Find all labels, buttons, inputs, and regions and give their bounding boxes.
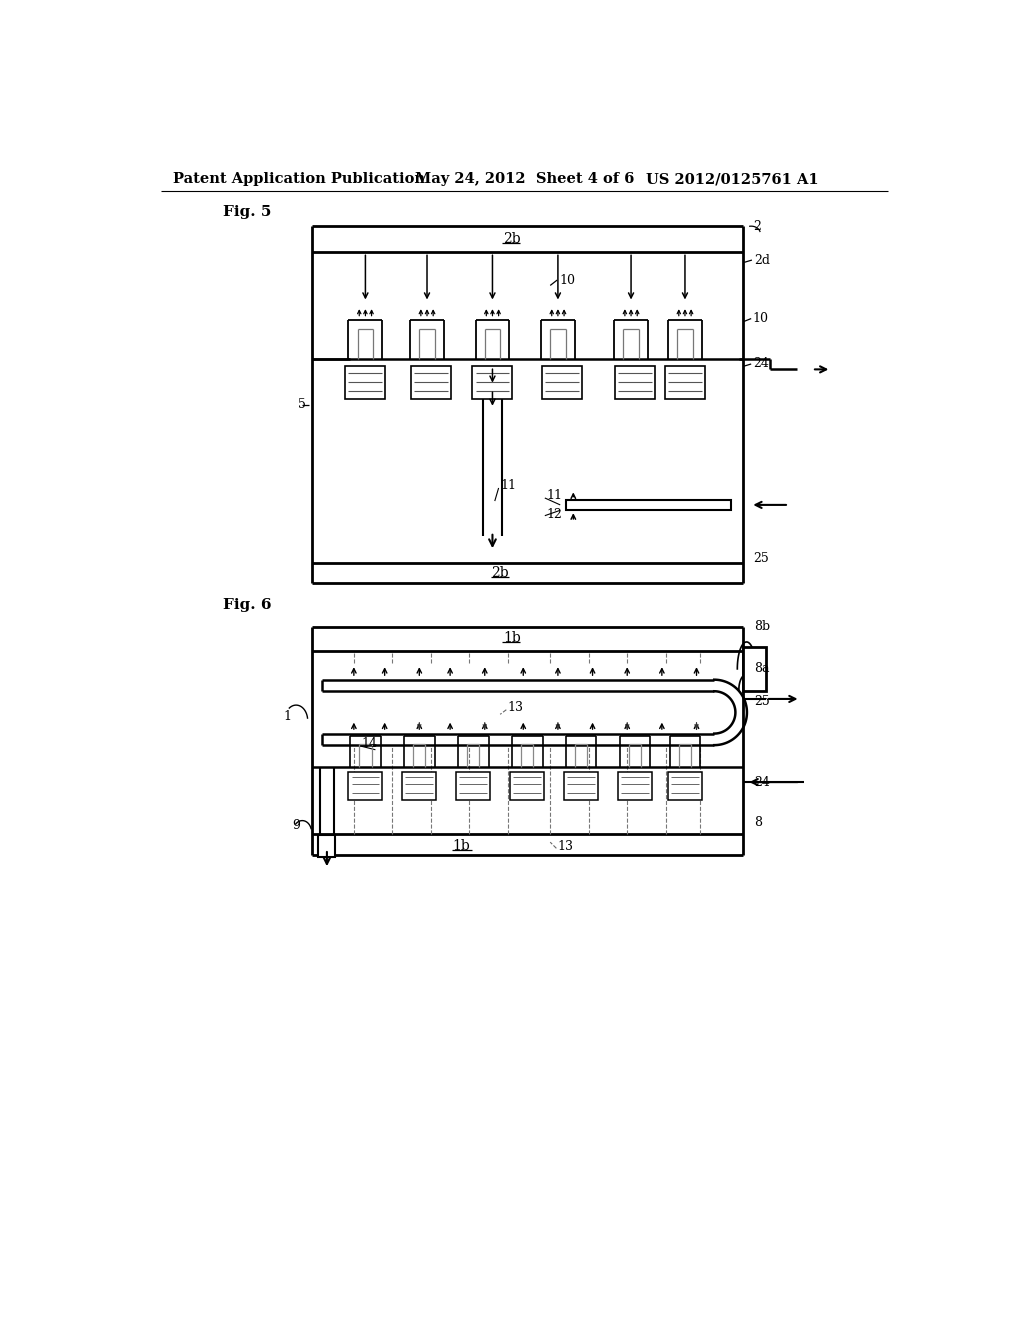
Text: 8a: 8a [755, 661, 770, 675]
Text: 8b: 8b [755, 620, 770, 634]
Bar [542, 367, 582, 399]
Bar [402, 772, 436, 800]
Text: 13: 13 [508, 701, 524, 714]
Text: 13: 13 [558, 840, 573, 853]
Text: 24: 24 [755, 776, 770, 788]
Text: Fig. 6: Fig. 6 [223, 598, 271, 612]
Text: 9: 9 [292, 820, 300, 833]
Text: 8: 8 [755, 816, 762, 829]
Text: 1b: 1b [453, 840, 471, 853]
Text: 11: 11 [500, 479, 516, 492]
Text: 10: 10 [753, 312, 769, 325]
Text: 2b: 2b [492, 566, 509, 581]
Bar [665, 367, 705, 399]
Bar [457, 772, 490, 800]
Bar [345, 367, 385, 399]
Bar [348, 772, 382, 800]
Text: 12: 12 [547, 508, 562, 520]
Text: 14: 14 [361, 737, 378, 750]
Text: 2b: 2b [503, 232, 520, 247]
Bar [614, 367, 655, 399]
Text: 2: 2 [753, 219, 761, 232]
Text: 25: 25 [753, 552, 768, 565]
Bar [411, 367, 451, 399]
Text: 2d: 2d [755, 253, 770, 267]
Bar [318, 836, 336, 857]
Bar [565, 499, 731, 511]
Bar [564, 772, 598, 800]
Bar [510, 772, 544, 800]
Text: Fig. 5: Fig. 5 [223, 206, 271, 219]
Bar [617, 772, 652, 800]
Text: 1: 1 [283, 710, 291, 723]
Bar [742, 647, 766, 692]
Text: 1b: 1b [503, 631, 520, 645]
Bar [472, 367, 512, 399]
Text: 11: 11 [547, 490, 562, 502]
Text: May 24, 2012  Sheet 4 of 6: May 24, 2012 Sheet 4 of 6 [416, 172, 635, 186]
Text: Patent Application Publication: Patent Application Publication [173, 172, 425, 186]
Text: 24: 24 [753, 358, 769, 371]
Text: 5: 5 [298, 399, 306, 412]
Text: 10: 10 [559, 273, 575, 286]
Text: 25: 25 [755, 694, 770, 708]
Bar [668, 772, 701, 800]
Text: US 2012/0125761 A1: US 2012/0125761 A1 [646, 172, 819, 186]
